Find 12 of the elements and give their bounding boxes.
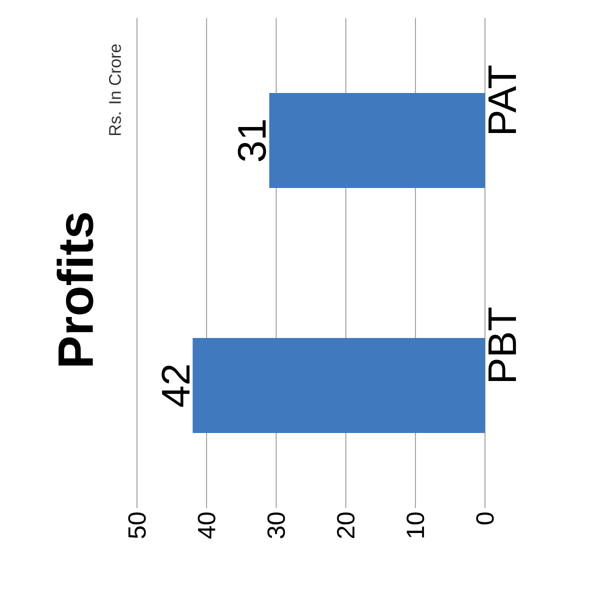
data-label: 31	[238, 120, 266, 162]
x-tick-label: 20	[336, 512, 355, 538]
x-tick-label: 0	[476, 512, 494, 524]
x-tick-label: 50	[128, 512, 146, 538]
y-tick-label: PBT	[488, 308, 516, 381]
x-tick-label: 10	[406, 512, 424, 538]
x-tick-label: 40	[198, 512, 216, 539]
data-label: 42	[162, 365, 190, 407]
text: Profits	[56, 213, 94, 366]
text: Rs. In Crore	[109, 44, 121, 136]
x-tick-label: 30	[267, 512, 286, 538]
y-tick-label: PAT	[488, 66, 516, 134]
